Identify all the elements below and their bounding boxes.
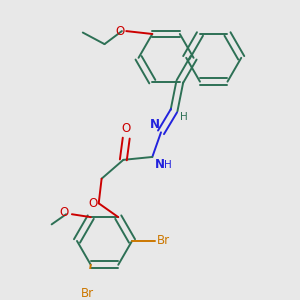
Text: H: H xyxy=(180,112,188,122)
Text: N: N xyxy=(149,118,160,131)
Text: O: O xyxy=(116,25,125,38)
Text: N: N xyxy=(155,158,165,171)
Text: O: O xyxy=(122,122,131,135)
Text: Br: Br xyxy=(157,235,170,248)
Text: H: H xyxy=(164,160,172,170)
Text: Br: Br xyxy=(81,286,94,299)
Text: O: O xyxy=(60,206,69,219)
Text: O: O xyxy=(88,197,97,210)
